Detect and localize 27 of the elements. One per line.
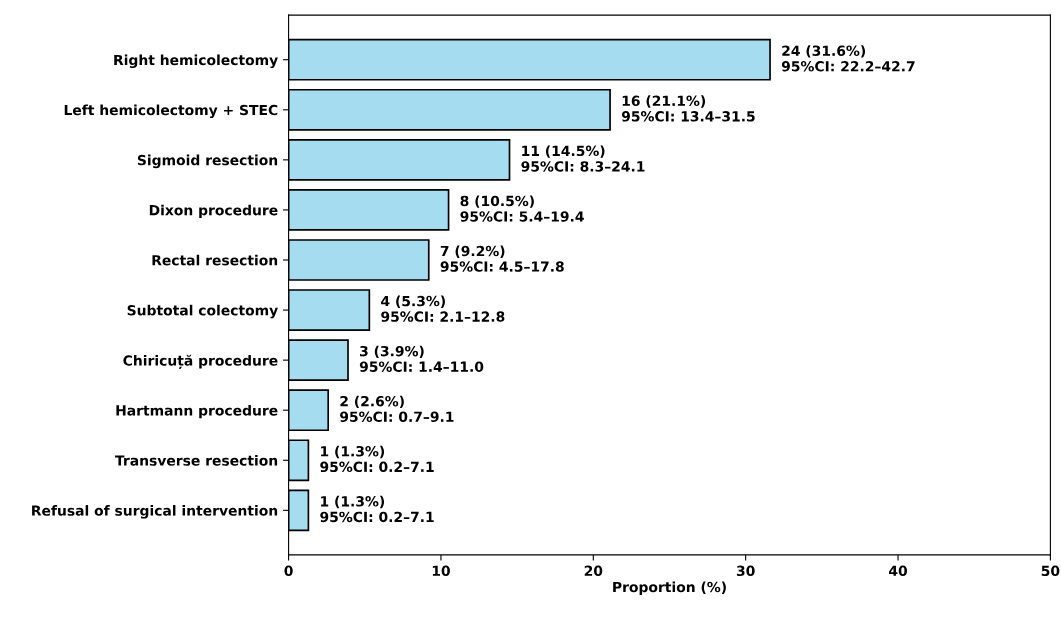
x-axis-title: Proportion (%) — [613, 581, 726, 595]
data-label: 4 (5.3%) 95%CI: 2.1–12.8 — [381, 295, 505, 322]
y-tick-label: Sigmoid resection — [137, 154, 278, 169]
x-tick-label: 0 — [284, 565, 293, 577]
y-tick-label: Transverse resection — [115, 454, 278, 466]
data-label: 2 (2.6%) 95%CI: 0.7–9.1 — [340, 395, 454, 423]
y-tick-label: Subtotal colectomy — [127, 304, 278, 319]
x-tick-label: 20 — [584, 565, 603, 577]
y-tick-label: Refusal of surgical intervention — [32, 505, 278, 519]
x-tick-label: 30 — [736, 565, 755, 577]
y-tick-label: Hartmann procedure — [116, 404, 278, 419]
x-tick-label: 50 — [1041, 565, 1060, 577]
data-label: 3 (3.9%) 95%CI: 1.4–11.0 — [359, 345, 484, 372]
data-label: 11 (14.5%) 95%CI: 8.3–24.1 — [521, 145, 645, 172]
data-label: 24 (31.6%) 95%CI: 22.2–42.7 — [781, 45, 915, 72]
data-label: 1 (1.3%) 95%CI: 0.2–7.1 — [320, 495, 434, 523]
y-tick-label: Right hemicolectomy — [114, 54, 278, 68]
x-tick-label: 10 — [432, 565, 450, 577]
data-label: 16 (21.1%) 95%CI: 13.4–31.5 — [621, 95, 755, 122]
y-tick-label: Rectal resection — [152, 254, 278, 266]
y-tick-label: Dixon procedure — [149, 204, 278, 219]
data-label: 7 (9.2%) 95%CI: 4.5–17.8 — [440, 245, 564, 272]
data-label: 1 (1.3%) 95%CI: 0.2–7.1 — [320, 445, 434, 473]
y-tick-label: Left hemicolectomy + STEC — [64, 104, 278, 119]
x-tick-label: 40 — [888, 565, 908, 577]
data-label: 8 (10.5%) 95%CI: 5.4–19.4 — [460, 195, 584, 222]
y-tick-label: Chiricuță procedure — [123, 354, 278, 369]
